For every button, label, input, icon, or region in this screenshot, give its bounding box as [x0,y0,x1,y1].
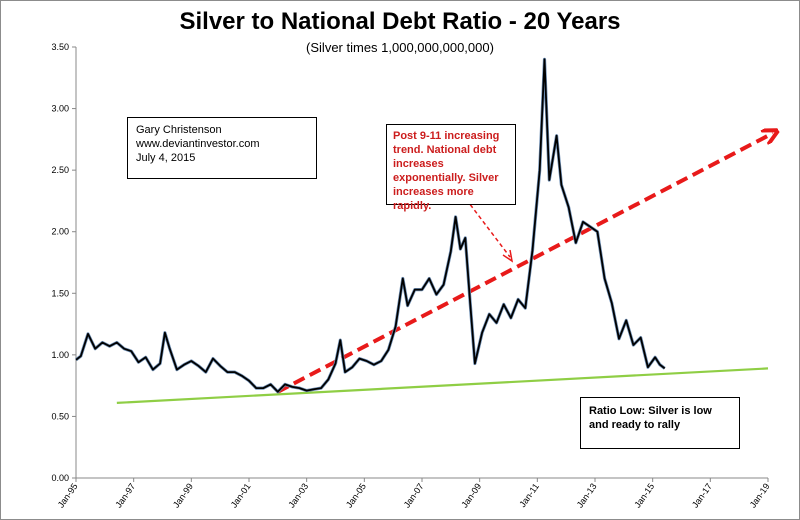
y-tick-label: 2.00 [51,227,69,237]
credit-date: July 4, 2015 [136,152,196,164]
y-tick-label: 2.50 [51,165,69,175]
x-tick-label: Jan-99 [171,481,195,509]
x-tick-label: Jan-97 [113,481,137,509]
y-tick-label: 1.50 [51,288,69,298]
x-tick-label: Jan-17 [690,481,714,509]
credit-website: www.deviantinvestor.com [136,138,260,150]
x-tick-label: Jan-09 [459,481,483,509]
y-tick-label: 1.00 [51,350,69,360]
x-tick-label: Jan-07 [402,481,426,509]
y-tick-label: 0.50 [51,411,69,421]
y-tick-label: 3.50 [51,42,69,52]
y-tick-label: 3.00 [51,104,69,114]
credit-box: Gary Christenson www.deviantinvestor.com… [127,117,317,179]
series-line [75,58,666,393]
x-tick-label: Jan-01 [229,481,253,509]
chart-series [75,57,666,394]
chart-title: Silver to National Debt Ratio - 20 Years [179,8,621,35]
x-tick-label: Jan-15 [632,481,656,509]
x-tick-label: Jan-03 [286,481,310,509]
chart-overlays [116,133,773,404]
trend-arrow [276,133,773,394]
x-tick-label: Jan-05 [344,481,368,509]
x-tick-label: Jan-13 [575,481,599,509]
x-tick-label: Jan-95 [56,481,80,509]
credit-author: Gary Christenson [136,124,222,136]
x-tick-label: Jan-19 [748,481,772,509]
note-pointer-head [502,249,514,263]
y-tick-label: 0.00 [51,473,69,483]
ratio-low-box: Ratio Low: Silver is low and ready to ra… [580,397,740,449]
trend-note-box: Post 9-11 increasing trend. National deb… [386,124,516,212]
chart-axes: 0.00 0.50 1.00 1.50 2.00 2.50 3.00 3.50 Jan-95 Ja… [51,42,771,510]
chart-subtitle: (Silver times 1,000,000,000,000) [306,40,494,55]
note-pointer-line [465,198,511,258]
support-line [116,367,769,404]
x-tick-label: Jan-11 [517,481,541,509]
